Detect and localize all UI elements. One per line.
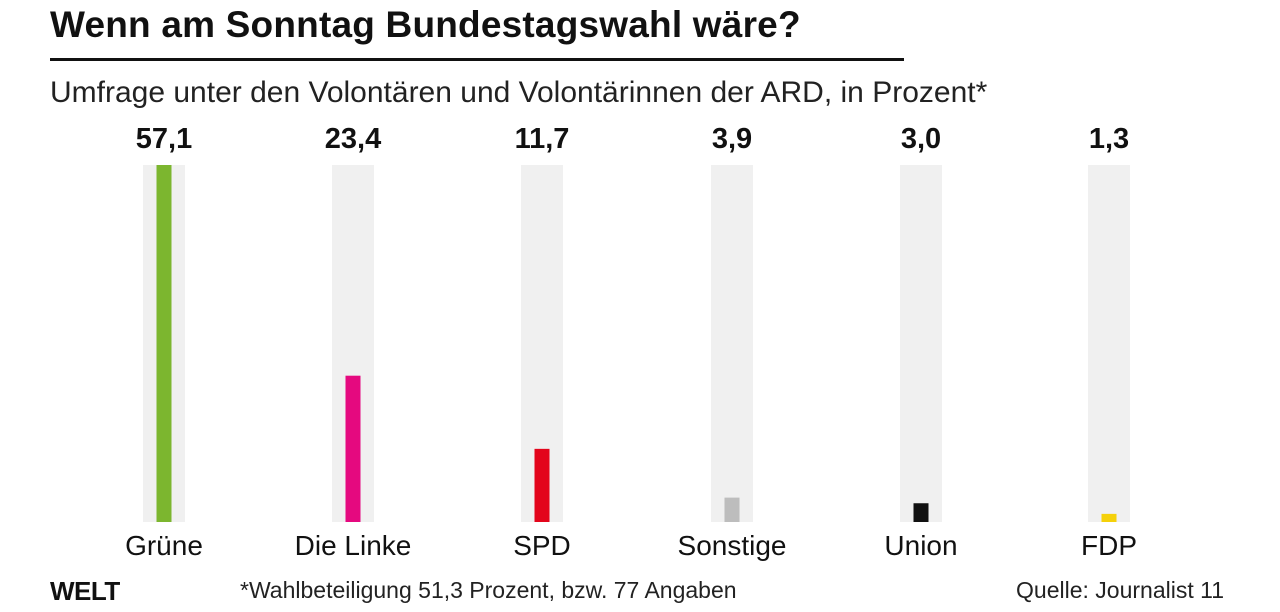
category-label: Sonstige: [678, 530, 787, 561]
bar: [156, 165, 172, 522]
title-underline: [50, 58, 904, 61]
category-label: Union: [884, 530, 957, 561]
bar: [913, 503, 929, 522]
bar: [345, 375, 361, 522]
bar-track: [1088, 165, 1130, 522]
value-label: 1,3: [1089, 123, 1129, 155]
bar: [534, 448, 550, 522]
category-label: FDP: [1081, 530, 1137, 561]
bar-track: [900, 165, 942, 522]
bar: [724, 497, 740, 522]
value-label: 11,7: [515, 123, 570, 155]
value-label: 57,1: [136, 123, 192, 155]
source-note: Quelle: Journalist 11: [1016, 577, 1224, 603]
category-label: Die Linke: [295, 530, 412, 561]
bar-track: [711, 165, 753, 522]
chart-subtitle: Umfrage unter den Volontären und Volontä…: [50, 76, 988, 109]
chart-title: Wenn am Sonntag Bundestagswahl wäre?: [50, 4, 801, 45]
category-label: SPD: [513, 530, 571, 561]
value-label: 23,4: [325, 123, 381, 155]
value-label: 3,9: [712, 123, 752, 155]
bar: [1101, 513, 1117, 522]
welt-logo: WELT: [50, 576, 120, 606]
value-label: 3,0: [901, 123, 941, 155]
category-label: Grüne: [125, 530, 203, 561]
footnote: *Wahlbeteiligung 51,3 Prozent, bzw. 77 A…: [240, 577, 737, 603]
